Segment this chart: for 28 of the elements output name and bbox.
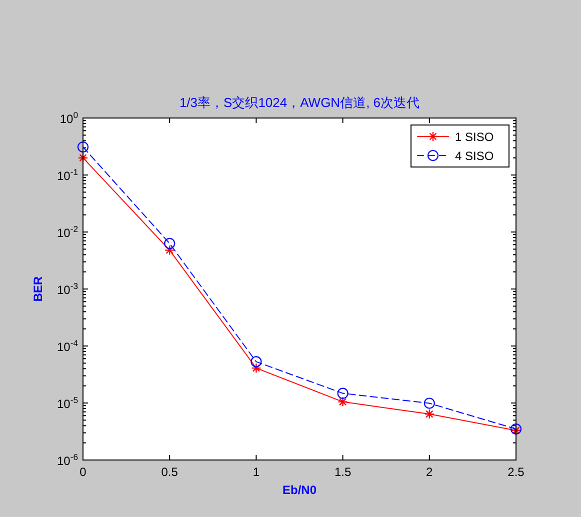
x-tick-label: 0 — [80, 465, 87, 479]
point — [424, 408, 434, 420]
y-tick-label: 10$^{-1}$ — [56, 167, 78, 183]
y-axis-title: BER — [31, 276, 45, 302]
y-tick-label: 10$^{-6}$ — [56, 452, 78, 468]
x-tick-label: 2 — [426, 465, 434, 479]
point — [164, 238, 176, 249]
point — [338, 396, 348, 407]
y-tick-label: 10$^{-3}$ — [56, 281, 78, 297]
x-axis-title: Eb/N0 — [282, 483, 317, 497]
point — [424, 398, 435, 409]
y-tick-label: 10$^{0}$ — [60, 110, 78, 126]
y-tick-label: 10$^{-5}$ — [56, 395, 78, 411]
point — [164, 245, 175, 256]
point — [78, 152, 88, 163]
x-tick-label: 1 — [252, 465, 260, 479]
legend-label: 1 SISO — [455, 130, 494, 144]
chart-title: 1/3率，S交织1024，AWGN信道, 6次迭代 — [179, 95, 420, 110]
point — [337, 388, 348, 399]
x-tick-label: 2.5 — [508, 465, 525, 479]
point — [77, 141, 89, 153]
x-tick-label: 0.5 — [161, 465, 178, 479]
y-tick-label: 10$^{-4}$ — [56, 338, 78, 354]
y-tick-label: 10$^{-2}$ — [56, 224, 78, 240]
point — [251, 362, 262, 374]
point — [250, 356, 262, 368]
legend-label: 4 SISO — [455, 149, 494, 163]
x-tick-label: 1.5 — [334, 465, 352, 479]
